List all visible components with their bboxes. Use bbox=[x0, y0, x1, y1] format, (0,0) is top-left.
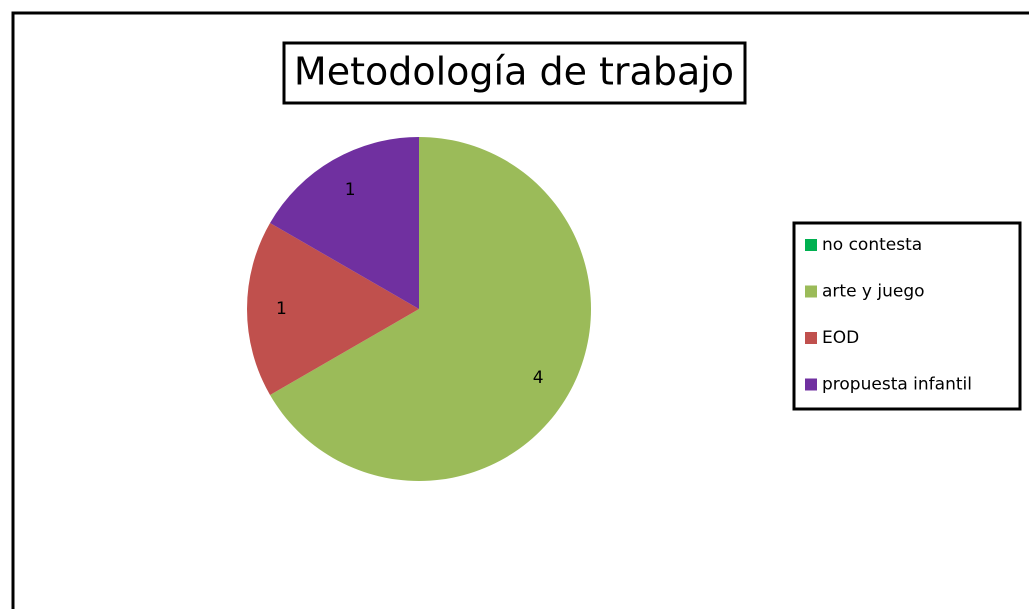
data-label: 1 bbox=[276, 299, 287, 319]
legend-box bbox=[792, 221, 1022, 411]
title-box bbox=[282, 41, 747, 105]
legend-swatch bbox=[805, 239, 817, 251]
pie-slice bbox=[270, 137, 591, 481]
legend-swatch bbox=[805, 285, 817, 298]
chart-title: Metodología de trabajo bbox=[294, 50, 734, 94]
legend-label: EOD bbox=[822, 328, 859, 348]
legend-label: propuesta infantil bbox=[822, 375, 972, 395]
legend-swatch bbox=[805, 378, 817, 391]
pie-slice bbox=[247, 223, 419, 395]
legend-swatch bbox=[805, 332, 817, 344]
pie-slice bbox=[270, 137, 419, 309]
legend-label: arte y juego bbox=[822, 282, 925, 302]
data-label: 4 bbox=[533, 368, 544, 388]
data-label: 1 bbox=[345, 180, 356, 200]
legend-label: no contesta bbox=[822, 235, 922, 255]
